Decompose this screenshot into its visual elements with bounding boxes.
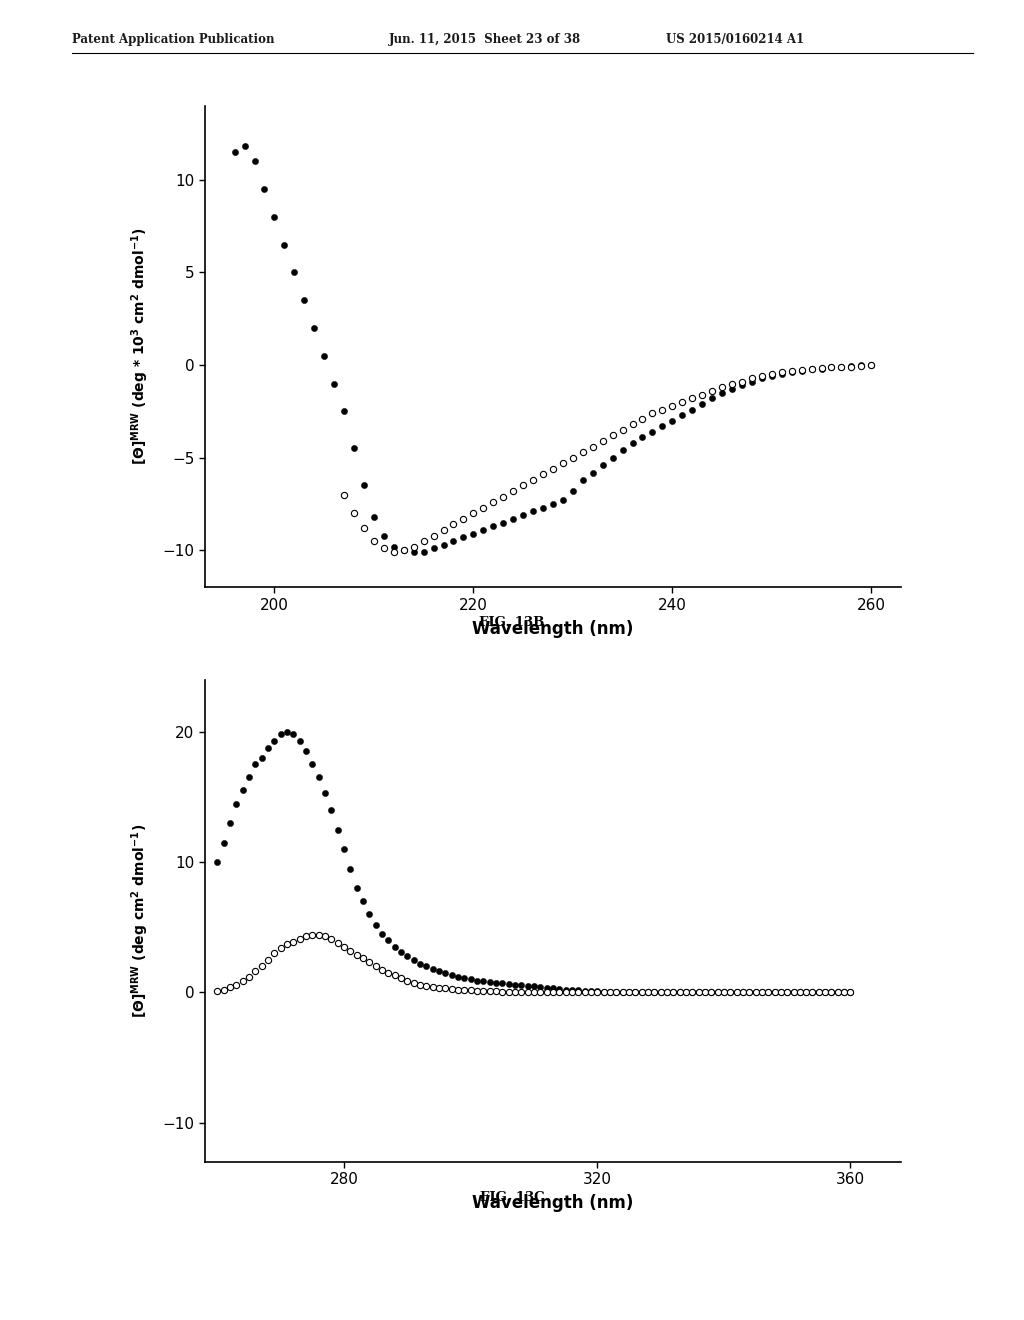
Text: Jun. 11, 2015  Sheet 23 of 38: Jun. 11, 2015 Sheet 23 of 38 xyxy=(389,33,582,46)
Text: US 2015/0160214 A1: US 2015/0160214 A1 xyxy=(666,33,804,46)
Y-axis label: [Θ]$\mathregular{^{MRW}}$ (deg cm$\mathregular{^{2}}$ dmol$\mathregular{^{-1}}$): [Θ]$\mathregular{^{MRW}}$ (deg cm$\mathr… xyxy=(130,824,152,1018)
Text: FIG. 13B: FIG. 13B xyxy=(479,616,545,630)
Text: FIG. 13C: FIG. 13C xyxy=(479,1191,545,1204)
X-axis label: Wavelength (nm): Wavelength (nm) xyxy=(472,1195,634,1212)
Y-axis label: [Θ]$\mathregular{^{MRW}}$ (deg * 10$\mathregular{^{3}}$ cm$\mathregular{^{2}}$ d: [Θ]$\mathregular{^{MRW}}$ (deg * 10$\mat… xyxy=(130,227,152,466)
Text: Patent Application Publication: Patent Application Publication xyxy=(72,33,274,46)
X-axis label: Wavelength (nm): Wavelength (nm) xyxy=(472,620,634,638)
